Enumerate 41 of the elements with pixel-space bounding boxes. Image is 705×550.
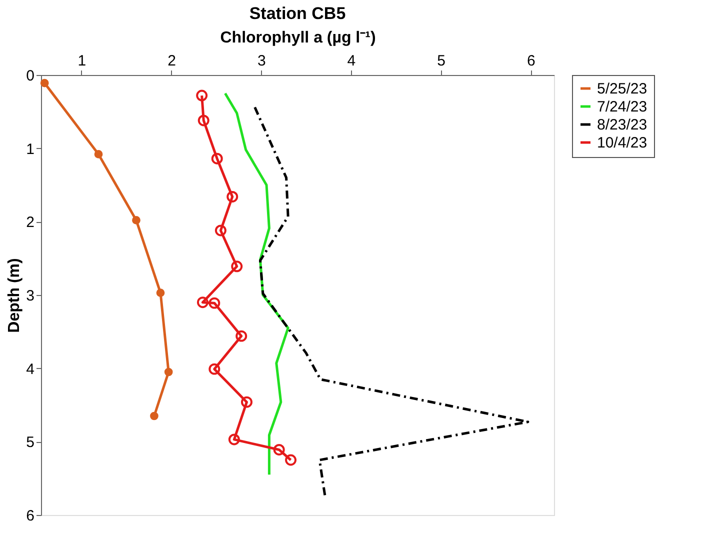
point	[198, 114, 210, 126]
point	[40, 78, 49, 88]
point	[156, 288, 165, 297]
point	[231, 260, 243, 272]
point	[94, 150, 103, 158]
y-tick-label: 1	[26, 140, 34, 158]
point	[240, 396, 252, 408]
point	[196, 296, 208, 308]
point	[226, 191, 238, 202]
point	[164, 368, 173, 376]
x-tick-label: 5	[437, 52, 446, 70]
y-tick-label: 0	[26, 68, 34, 84]
y-tick-label: 4	[26, 360, 34, 378]
y-tick-label: 2	[26, 214, 34, 232]
x-tick-label: 3	[257, 52, 266, 70]
y-tick-label: 5	[26, 434, 34, 452]
legend-label: 5/25/23	[597, 80, 648, 98]
point	[285, 454, 297, 466]
point	[208, 363, 220, 375]
point	[132, 216, 140, 224]
legend-label: 8/23/23	[597, 116, 648, 134]
x-axis-title: Chlorophyll a (µg l⁻¹)	[220, 30, 376, 46]
x-tick-label: 4	[347, 52, 356, 70]
point	[236, 330, 248, 342]
point	[150, 412, 158, 420]
y-axis-title: Depth (m)	[6, 258, 24, 333]
point	[228, 434, 240, 446]
x-tick-label: 6	[526, 52, 536, 70]
line-series	[254, 106, 530, 496]
y-tick-label: 3	[26, 288, 34, 304]
chart-title: Station CB5	[249, 4, 346, 23]
point	[273, 444, 285, 456]
x-tick-label: 1	[78, 52, 86, 70]
y-tick-label: 6	[26, 508, 34, 524]
point	[211, 152, 223, 164]
x-tick-label: 2	[168, 52, 176, 70]
legend-label: 10/4/23	[597, 134, 648, 152]
point	[196, 90, 208, 102]
point	[208, 297, 220, 309]
legend-label: 7/24/23	[597, 98, 648, 116]
point	[214, 224, 226, 236]
